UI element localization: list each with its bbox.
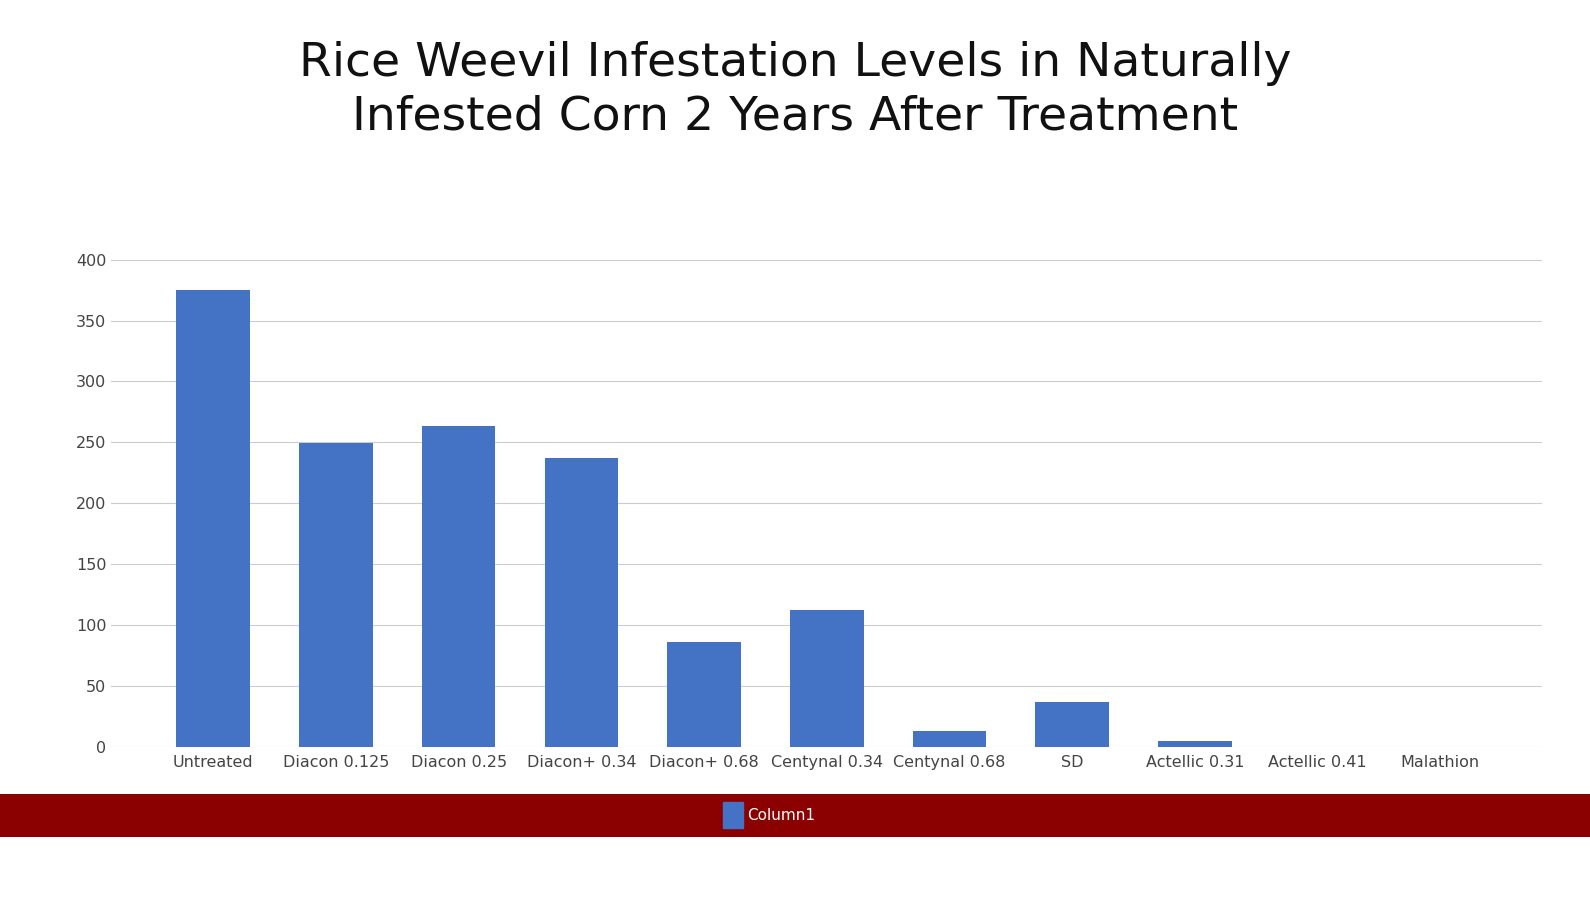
Bar	[176, 291, 250, 747]
Bar	[1035, 701, 1110, 747]
Bar	[1158, 740, 1232, 747]
Text: Rice Weevil Infestation Levels in Naturally
Infested Corn 2 Years After Treatmen: Rice Weevil Infestation Levels in Natura…	[299, 41, 1291, 139]
Bar	[913, 731, 986, 747]
Bar	[723, 803, 743, 828]
Text: Column1: Column1	[747, 808, 816, 823]
Bar	[299, 443, 372, 747]
Bar	[421, 426, 496, 747]
Bar	[790, 610, 863, 747]
Bar	[668, 642, 741, 747]
Bar	[544, 458, 619, 747]
